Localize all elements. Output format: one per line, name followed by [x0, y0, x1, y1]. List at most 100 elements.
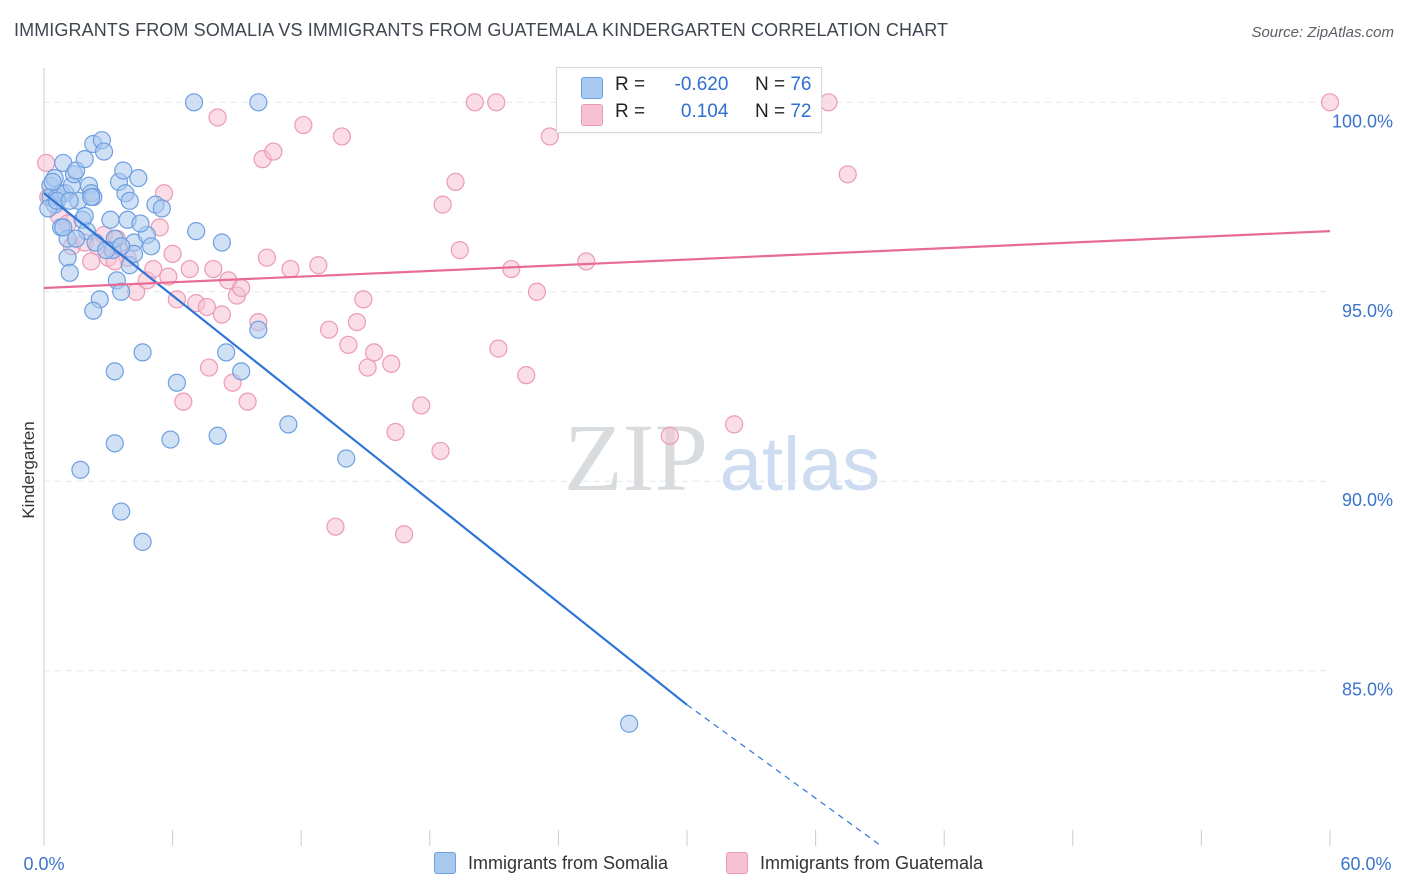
guatemala-point — [527, 282, 547, 301]
somalia-point — [249, 93, 268, 112]
guatemala-point — [163, 244, 182, 263]
somalia-point — [187, 222, 206, 241]
guatemala-point — [82, 252, 101, 271]
somalia-point — [67, 229, 86, 248]
guatemala-point — [257, 248, 277, 267]
guatemala-point — [332, 127, 352, 146]
y-tick-label: 90.0% — [1342, 490, 1393, 510]
guatemala-point — [431, 441, 450, 461]
chart-title: IMMIGRANTS FROM SOMALIA VS IMMIGRANTS FR… — [14, 20, 949, 40]
tick-labels: 85.0% 90.0% 95.0% 100.0% 0.0% 60.0% — [23, 111, 1393, 874]
legend-r-label: R = — [615, 101, 646, 122]
y-axis-label: Kindergarten — [19, 421, 38, 518]
guatemala-point — [725, 415, 744, 434]
y-tick-label: 100.0% — [1332, 111, 1393, 131]
legend-swatch-somalia — [581, 77, 603, 99]
somalia-point — [133, 532, 152, 551]
guatemala-point — [212, 305, 231, 324]
somalia-point — [337, 449, 356, 468]
somalia-point — [133, 343, 152, 362]
guatemala-point — [199, 358, 219, 377]
guatemala-point — [358, 358, 377, 377]
legend-r-value: 0.104 — [680, 101, 729, 122]
legend-n-value: 76 — [790, 74, 812, 95]
watermark-zip: ZIP — [564, 404, 708, 511]
guatemala-point — [502, 259, 521, 279]
guatemala-point — [159, 267, 178, 286]
somalia-point — [105, 434, 124, 453]
somalia-point — [232, 362, 251, 381]
bottom-legend-item-somalia: Immigrants from Somalia — [434, 852, 668, 874]
somalia-point — [43, 172, 62, 191]
somalia-point — [97, 240, 116, 260]
somalia-point — [112, 237, 131, 256]
somalia-point — [60, 191, 79, 210]
somalia-point — [105, 362, 124, 381]
somalia-point — [58, 248, 77, 267]
guatemala-point — [264, 142, 283, 161]
guatemala-point — [660, 426, 679, 445]
guatemala-point — [382, 354, 401, 373]
somalia-point — [217, 343, 236, 362]
legend-swatch-guatemala — [581, 104, 603, 126]
legend-n-value: 72 — [790, 101, 812, 122]
legend-n-label: N = — [754, 101, 786, 122]
x-tick-label-max: 60.0% — [1340, 854, 1391, 874]
watermark: ZIP atlas — [564, 404, 880, 511]
somalia-point — [249, 320, 268, 339]
bottom-legend-item-guatemala: Immigrants from Guatemala — [726, 852, 983, 874]
somalia-point — [161, 430, 180, 449]
guatemala-point — [364, 343, 384, 362]
guatemala-trend-line — [43, 230, 1331, 290]
somalia-point — [120, 191, 139, 210]
guatemala-point — [37, 153, 56, 173]
somalia-point — [54, 218, 73, 237]
somalia-point — [112, 502, 131, 521]
guatemala-point — [208, 108, 227, 127]
guatemala-point — [487, 93, 506, 112]
guatemala-point — [433, 195, 452, 214]
guatemala-point — [517, 366, 536, 385]
guatemala-point — [204, 259, 223, 279]
somalia-point — [184, 93, 204, 112]
guatemala-point — [838, 165, 857, 184]
legend-box: R = -0.620 N = 76 R = 0.104 N = 72 — [556, 67, 822, 133]
legend-n-label: N = — [754, 74, 786, 95]
somalia-point — [84, 301, 103, 320]
bottom-legend-swatch-somalia — [434, 852, 456, 874]
guatemala-point — [386, 422, 405, 442]
guatemala-point — [294, 115, 313, 135]
guatemala-point — [319, 320, 339, 339]
somalia-point — [212, 233, 231, 252]
source-label: Source: ZipAtlas.com — [1251, 24, 1394, 41]
guatemala-point — [174, 392, 193, 411]
bottom-legend: Immigrants from Somalia Immigrants from … — [0, 852, 1406, 878]
y-tick-label: 95.0% — [1342, 301, 1393, 321]
guatemala-point — [1320, 93, 1340, 112]
bottom-legend-swatch-guatemala — [726, 852, 748, 874]
guatemala-point — [489, 339, 508, 358]
watermark-atlas: atlas — [720, 422, 881, 507]
x-tick-label-min: 0.0% — [23, 854, 64, 874]
somalia-point — [82, 187, 101, 207]
guatemala-point — [819, 93, 838, 112]
guatemala-point — [144, 259, 163, 279]
somalia-trend-line — [43, 192, 688, 706]
series-somalia-points — [39, 93, 639, 733]
somalia-point — [208, 426, 227, 445]
somalia-point — [101, 210, 120, 229]
guatemala-point — [446, 172, 465, 191]
guatemala-point — [339, 335, 358, 354]
guatemala-point — [577, 252, 596, 271]
bottom-legend-label-somalia: Immigrants from Somalia — [468, 852, 669, 873]
somalia-point — [142, 237, 161, 256]
legend-r-label: R = — [615, 74, 646, 95]
somalia-point — [152, 199, 171, 218]
somalia-point — [112, 282, 131, 301]
somalia-trend-extension — [686, 704, 881, 846]
guatemala-point — [465, 93, 484, 112]
legend-r-value: -0.620 — [674, 74, 729, 95]
guatemala-point — [347, 312, 367, 332]
guatemala-point — [326, 517, 345, 536]
somalia-point — [60, 263, 79, 282]
